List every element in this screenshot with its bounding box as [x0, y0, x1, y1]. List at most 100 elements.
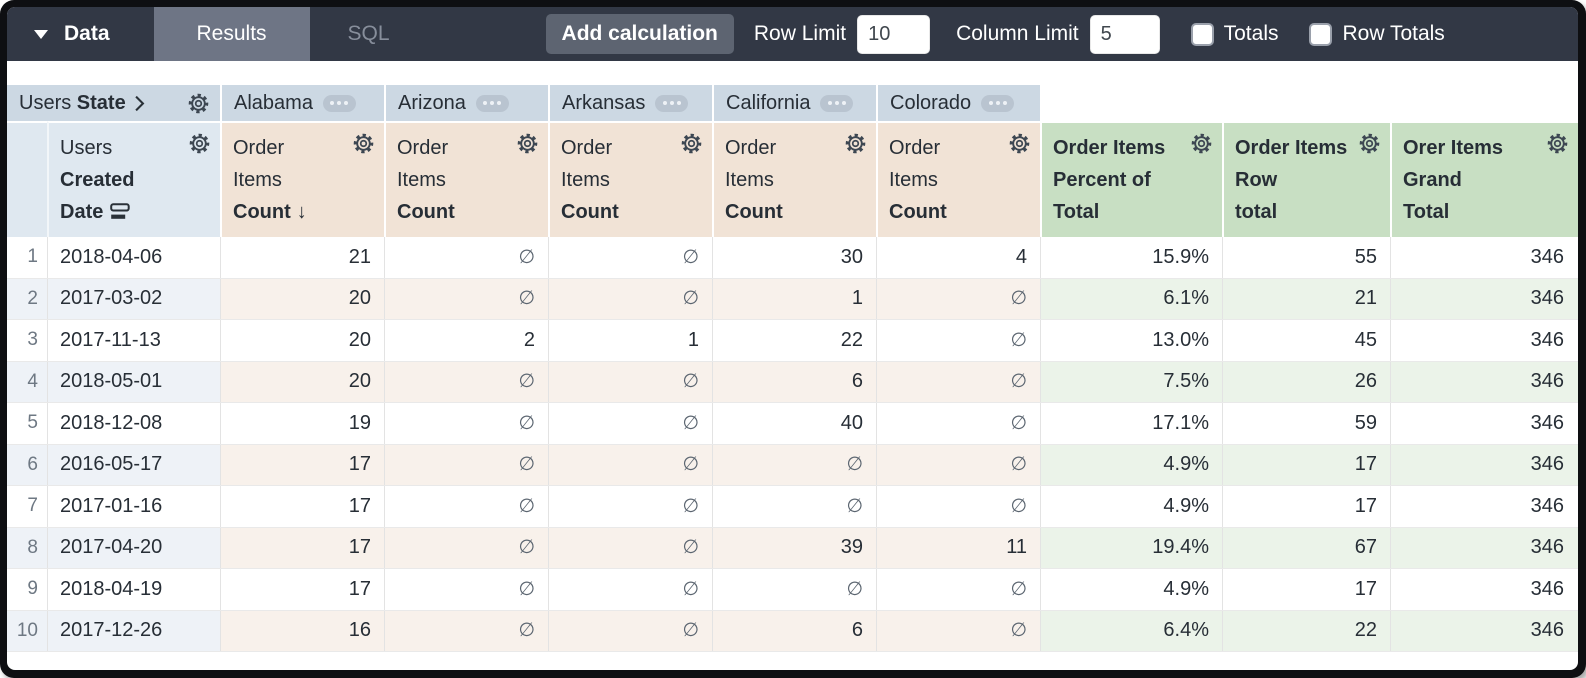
measure-column-header[interactable]: Order Items Count: [548, 121, 712, 237]
measure-value-cell[interactable]: 17: [220, 569, 384, 610]
grand-total-cell[interactable]: 346: [1390, 527, 1578, 568]
row-total-cell[interactable]: 45: [1222, 320, 1390, 361]
measure-value-cell[interactable]: 17: [220, 444, 384, 485]
measure-value-cell[interactable]: 20: [220, 361, 384, 402]
pivot-value-header[interactable]: Arkansas: [548, 85, 712, 121]
measure-value-cell[interactable]: ∅: [548, 444, 712, 485]
pivot-value-header[interactable]: Arizona: [384, 85, 548, 121]
measure-value-cell[interactable]: 21: [220, 237, 384, 278]
measure-value-cell[interactable]: ∅: [384, 527, 548, 568]
measure-value-cell[interactable]: 17: [220, 527, 384, 568]
tab-sql[interactable]: SQL: [347, 22, 390, 45]
row-total-cell[interactable]: 59: [1222, 403, 1390, 444]
measure-value-cell[interactable]: ∅: [876, 610, 1040, 651]
gear-icon[interactable]: [844, 132, 867, 155]
row-total-cell[interactable]: 26: [1222, 361, 1390, 402]
pivot-dimension-header[interactable]: Users State: [7, 85, 220, 121]
row-totals-checkbox[interactable]: [1309, 22, 1333, 46]
measure-value-cell[interactable]: 16: [220, 610, 384, 651]
date-cell[interactable]: 2016-05-17: [47, 444, 220, 485]
gear-icon[interactable]: [1190, 132, 1213, 155]
gear-icon[interactable]: [1008, 132, 1031, 155]
grand-total-cell[interactable]: 346: [1390, 403, 1578, 444]
gear-icon[interactable]: [187, 92, 210, 115]
measure-value-cell[interactable]: 6: [712, 361, 876, 402]
pivot-menu-ellipsis-icon[interactable]: [322, 94, 356, 112]
calculation-column-header[interactable]: Orer Items Grand Total: [1390, 121, 1578, 237]
gear-icon[interactable]: [188, 132, 211, 155]
percent-of-total-cell[interactable]: 4.9%: [1040, 444, 1222, 485]
row-total-cell[interactable]: 17: [1222, 444, 1390, 485]
percent-of-total-cell[interactable]: 6.1%: [1040, 278, 1222, 319]
grand-total-cell[interactable]: 346: [1390, 569, 1578, 610]
percent-of-total-cell[interactable]: 17.1%: [1040, 403, 1222, 444]
date-cell[interactable]: 2018-12-08: [47, 403, 220, 444]
data-menu[interactable]: Data: [7, 7, 154, 61]
grand-total-cell[interactable]: 346: [1390, 610, 1578, 651]
pivot-menu-ellipsis-icon[interactable]: [981, 94, 1015, 112]
percent-of-total-cell[interactable]: 15.9%: [1040, 237, 1222, 278]
measure-column-header[interactable]: Order Items Count: [384, 121, 548, 237]
gear-icon[interactable]: [680, 132, 703, 155]
measure-value-cell[interactable]: ∅: [876, 361, 1040, 402]
measure-column-header[interactable]: Order Items Count ↓: [220, 121, 384, 237]
date-cell[interactable]: 2018-04-19: [47, 569, 220, 610]
row-total-cell[interactable]: 67: [1222, 527, 1390, 568]
calculation-column-header[interactable]: Order Items Row total: [1222, 121, 1390, 237]
measure-value-cell[interactable]: 19: [220, 403, 384, 444]
totals-checkbox[interactable]: [1190, 22, 1214, 46]
measure-value-cell[interactable]: ∅: [876, 486, 1040, 527]
grand-total-cell[interactable]: 346: [1390, 237, 1578, 278]
measure-value-cell[interactable]: ∅: [384, 610, 548, 651]
measure-value-cell[interactable]: ∅: [876, 569, 1040, 610]
pivot-value-header[interactable]: California: [712, 85, 876, 121]
measure-value-cell[interactable]: 20: [220, 278, 384, 319]
row-total-cell[interactable]: 17: [1222, 569, 1390, 610]
measure-value-cell[interactable]: 17: [220, 486, 384, 527]
measure-value-cell[interactable]: ∅: [548, 403, 712, 444]
measure-value-cell[interactable]: 6: [712, 610, 876, 651]
measure-value-cell[interactable]: ∅: [876, 444, 1040, 485]
measure-value-cell[interactable]: 40: [712, 403, 876, 444]
grand-total-cell[interactable]: 346: [1390, 444, 1578, 485]
gear-icon[interactable]: [516, 132, 539, 155]
measure-value-cell[interactable]: ∅: [384, 486, 548, 527]
row-total-cell[interactable]: 21: [1222, 278, 1390, 319]
measure-value-cell[interactable]: 1: [548, 320, 712, 361]
measure-value-cell[interactable]: 39: [712, 527, 876, 568]
measure-value-cell[interactable]: ∅: [384, 403, 548, 444]
date-cell[interactable]: 2017-01-16: [47, 486, 220, 527]
measure-value-cell[interactable]: ∅: [548, 237, 712, 278]
row-total-cell[interactable]: 55: [1222, 237, 1390, 278]
measure-value-cell[interactable]: 22: [712, 320, 876, 361]
pivot-menu-ellipsis-icon[interactable]: [655, 94, 689, 112]
date-cell[interactable]: 2018-05-01: [47, 361, 220, 402]
measure-value-cell[interactable]: ∅: [712, 569, 876, 610]
date-cell[interactable]: 2017-04-20: [47, 527, 220, 568]
measure-value-cell[interactable]: ∅: [548, 361, 712, 402]
measure-value-cell[interactable]: ∅: [876, 278, 1040, 319]
row-dimension-header[interactable]: Users Created Date: [47, 121, 220, 237]
date-cell[interactable]: 2017-11-13: [47, 320, 220, 361]
percent-of-total-cell[interactable]: 7.5%: [1040, 361, 1222, 402]
percent-of-total-cell[interactable]: 13.0%: [1040, 320, 1222, 361]
measure-value-cell[interactable]: ∅: [384, 278, 548, 319]
grand-total-cell[interactable]: 346: [1390, 361, 1578, 402]
measure-value-cell[interactable]: ∅: [876, 320, 1040, 361]
measure-value-cell[interactable]: ∅: [712, 444, 876, 485]
measure-value-cell[interactable]: 4: [876, 237, 1040, 278]
row-limit-input[interactable]: [857, 14, 931, 54]
measure-value-cell[interactable]: 30: [712, 237, 876, 278]
gear-icon[interactable]: [1546, 132, 1569, 155]
tab-results[interactable]: Results: [153, 7, 310, 61]
percent-of-total-cell[interactable]: 4.9%: [1040, 486, 1222, 527]
grand-total-cell[interactable]: 346: [1390, 486, 1578, 527]
pivot-value-header[interactable]: Colorado: [876, 85, 1040, 121]
percent-of-total-cell[interactable]: 6.4%: [1040, 610, 1222, 651]
measure-value-cell[interactable]: 11: [876, 527, 1040, 568]
pivot-value-header[interactable]: Alabama: [220, 85, 384, 121]
row-total-cell[interactable]: 17: [1222, 486, 1390, 527]
column-limit-input[interactable]: [1089, 14, 1160, 54]
measure-value-cell[interactable]: ∅: [548, 610, 712, 651]
gear-icon[interactable]: [352, 132, 375, 155]
